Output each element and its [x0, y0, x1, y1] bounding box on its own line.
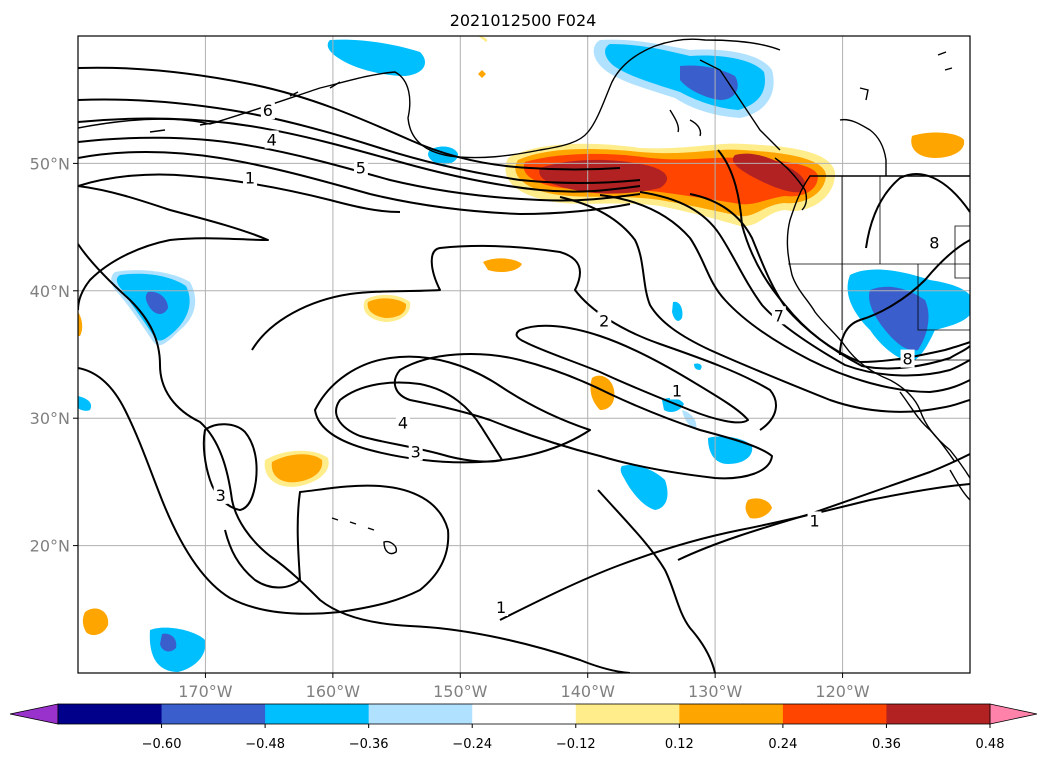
contour-label: 1	[496, 598, 506, 617]
map-frame	[77, 35, 971, 674]
contour-label: 8	[902, 350, 912, 369]
contour-label: 8	[929, 234, 939, 253]
contour-label-bg	[264, 130, 279, 149]
contour-label: 3	[216, 486, 226, 505]
contour-label-bg	[900, 349, 915, 368]
colorbar-tick-label: 0.12	[665, 737, 694, 752]
contour-label: 5	[356, 158, 366, 177]
colorbar-segment	[58, 704, 163, 724]
contour-label: 6	[263, 101, 273, 120]
lon-tick-label: 150°W	[433, 682, 488, 701]
lat-tick-label: 40°N	[30, 282, 70, 301]
colorbar-segment	[265, 704, 370, 724]
map-title: 2021012500 F024	[450, 11, 597, 30]
contour-label: 7	[774, 306, 784, 325]
contour-label: 4	[267, 130, 277, 149]
contour-label-bg	[807, 511, 822, 530]
contour-label: 1	[809, 511, 819, 530]
contour-label: 2	[599, 311, 609, 330]
colorbar-tick-label: −0.24	[452, 737, 492, 752]
colorbar-segment	[368, 704, 473, 724]
contour-label-bg	[927, 233, 942, 252]
contour-label: 4	[398, 413, 408, 432]
colorbar-tick-label: 0.36	[872, 737, 901, 752]
colorbar-tick-label: −0.48	[245, 737, 285, 752]
contour-lines	[78, 66, 970, 673]
colorbar-tick-label: −0.12	[556, 737, 596, 752]
colorbar-tick-label: 0.48	[976, 737, 1005, 752]
lon-tick-label: 130°W	[688, 682, 743, 701]
colorbar-segment	[886, 704, 991, 724]
colorbar-tick-label: −0.36	[349, 737, 389, 752]
lon-tick-label: 140°W	[561, 682, 616, 701]
colorbar-segment	[472, 704, 577, 724]
lon-tick-label: 170°W	[178, 682, 233, 701]
contour-label: 3	[411, 443, 421, 462]
lat-tick-label: 30°N	[30, 409, 70, 428]
contour-label: 1	[245, 169, 255, 188]
lat-tick-label: 20°N	[30, 537, 70, 556]
contour-label-bg	[395, 413, 410, 432]
colorbar-tick-label: −0.60	[142, 737, 182, 752]
contour-label-bg	[494, 598, 509, 617]
colorbar-tick-label: 0.24	[768, 737, 797, 752]
colorbar-segment	[782, 704, 887, 724]
lon-tick-label: 120°W	[815, 682, 870, 701]
colorbar-segment	[161, 704, 266, 724]
colorbar-frame	[57, 703, 991, 725]
lat-tick-label: 50°N	[30, 154, 70, 173]
contour-label-bg	[771, 306, 786, 325]
contour-label: 1	[672, 381, 682, 400]
colorbar: −0.60 −0.48 −0.36 −0.24 −0.12 0.12 0.24 0.36 0.4…	[9, 703, 1038, 752]
colorbar-segment	[679, 704, 784, 724]
contour-label-bg	[408, 442, 423, 461]
colorbar-extend-high	[989, 703, 1038, 725]
contour-label-bg	[243, 168, 258, 187]
lon-tick-label: 160°W	[306, 682, 361, 701]
contour-label-bg	[597, 311, 612, 330]
hawaii	[331, 517, 397, 555]
contour-label-bg	[669, 381, 684, 400]
contour-label-bg	[353, 158, 368, 177]
longitude-axis: 170°W 160°W 150°W 140°W 130°W 120°W	[178, 673, 870, 701]
colorbar-segment	[575, 704, 680, 724]
latitude-axis: 20°N 30°N 40°N 50°N	[30, 154, 78, 556]
contour-label-bg	[260, 101, 275, 120]
colorbar-extend-low	[9, 703, 59, 725]
contour-label-bg	[213, 485, 228, 504]
